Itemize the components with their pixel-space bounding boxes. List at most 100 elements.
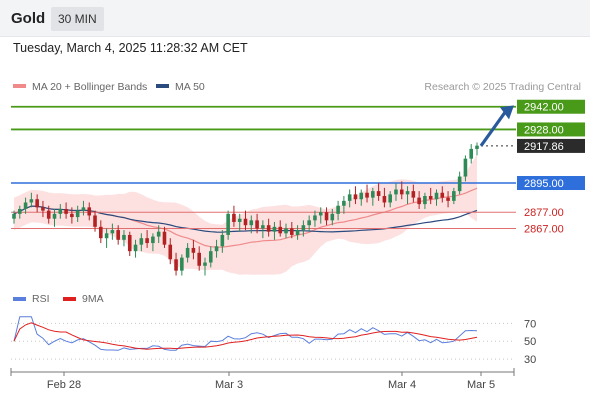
candle-body	[35, 199, 39, 208]
time-label-2: Mar 4	[388, 379, 416, 391]
candle-body	[324, 212, 329, 221]
candle-body	[452, 191, 456, 201]
candle-body	[475, 145, 479, 149]
candle	[376, 183, 381, 201]
rsi-tick-50: 50	[524, 336, 536, 348]
instrument-title: Gold	[11, 10, 46, 27]
candle-body	[394, 189, 398, 195]
candle-body	[440, 192, 445, 198]
candle	[110, 223, 115, 240]
time-label-1: Mar 3	[215, 379, 243, 391]
timeframe-badge[interactable]: 30 MIN	[51, 7, 104, 31]
candle-body	[156, 231, 161, 237]
candle	[232, 205, 236, 227]
candle	[52, 208, 57, 227]
candle-body	[376, 191, 381, 196]
candle	[64, 202, 68, 219]
candle-body	[336, 205, 340, 214]
candle	[70, 207, 74, 224]
candle	[313, 210, 317, 227]
candle-body	[70, 213, 74, 218]
candle	[318, 207, 323, 224]
candle-body	[463, 158, 468, 177]
candle	[197, 246, 201, 271]
candle	[295, 225, 300, 240]
candle	[99, 220, 103, 244]
candle	[284, 223, 288, 239]
candle-body	[457, 176, 462, 192]
candle-body	[52, 213, 57, 219]
candle	[428, 187, 433, 205]
candle-body	[197, 252, 201, 266]
candle-body	[272, 226, 277, 232]
credit-text: Research © 2025 Trading Central	[424, 81, 581, 93]
candle	[127, 231, 132, 257]
candle	[399, 181, 404, 200]
level-label-2877.00: 2877.00	[524, 207, 564, 219]
level-label-2895.00: 2895.00	[524, 178, 564, 190]
candle	[301, 220, 306, 237]
candle-body	[168, 244, 173, 260]
candle-body	[104, 233, 109, 239]
moving-averages	[13, 187, 478, 248]
candle-body	[342, 200, 346, 206]
rsi-legend: RSI 9MA	[13, 293, 104, 305]
candle	[180, 254, 184, 276]
candle	[446, 191, 450, 208]
candle	[423, 192, 427, 209]
candle-body	[278, 226, 283, 234]
candle	[29, 192, 34, 208]
level-label-2867.00: 2867.00	[524, 223, 564, 235]
candle-body	[162, 231, 167, 245]
candle-body	[139, 238, 144, 245]
time-axis: Feb 28 Mar 3 Mar 4 Mar 5	[10, 368, 515, 391]
candle-body	[191, 247, 196, 253]
candle-body	[266, 225, 271, 232]
candle	[237, 213, 242, 232]
candle-body	[214, 246, 219, 252]
candle-body	[180, 257, 184, 271]
candle-body	[417, 197, 421, 205]
candle	[255, 213, 259, 234]
candle	[417, 191, 421, 209]
candle-body	[133, 244, 138, 252]
candle-body	[359, 192, 364, 200]
candle	[330, 208, 335, 226]
candle	[261, 220, 265, 239]
candle-body	[255, 220, 259, 229]
candle-body	[405, 191, 410, 195]
candle-body	[232, 213, 236, 222]
candle	[382, 187, 387, 208]
candle	[151, 233, 155, 252]
candle	[214, 239, 219, 258]
candle	[266, 218, 271, 237]
candle-body	[399, 189, 404, 195]
level-tag-2928.00	[517, 122, 585, 137]
candle	[359, 189, 364, 206]
candle	[342, 195, 346, 214]
candle	[162, 226, 167, 248]
candle	[35, 194, 39, 213]
candle-body	[208, 251, 213, 263]
candle	[365, 184, 369, 203]
candle	[324, 207, 329, 226]
candle	[12, 210, 16, 224]
candle-body	[330, 213, 335, 221]
candle-body	[365, 192, 369, 198]
candle-body	[284, 228, 288, 234]
legend-label-1: MA 50	[175, 81, 205, 93]
candle	[203, 257, 207, 276]
candle	[371, 187, 375, 206]
candle	[220, 230, 225, 253]
main-legend: MA 20 + Bollinger Bands MA 50	[13, 81, 205, 93]
candles	[12, 142, 479, 276]
candle	[249, 215, 254, 234]
candle-body	[110, 230, 115, 234]
candle-body	[220, 234, 225, 247]
candle	[174, 252, 178, 276]
candle	[75, 205, 80, 222]
rsi-tick-70: 70	[524, 318, 536, 330]
level-tag-2917.86	[517, 138, 585, 153]
chart-datetime: Tuesday, March 4, 2025 11:28:32 AM CET	[13, 41, 248, 55]
